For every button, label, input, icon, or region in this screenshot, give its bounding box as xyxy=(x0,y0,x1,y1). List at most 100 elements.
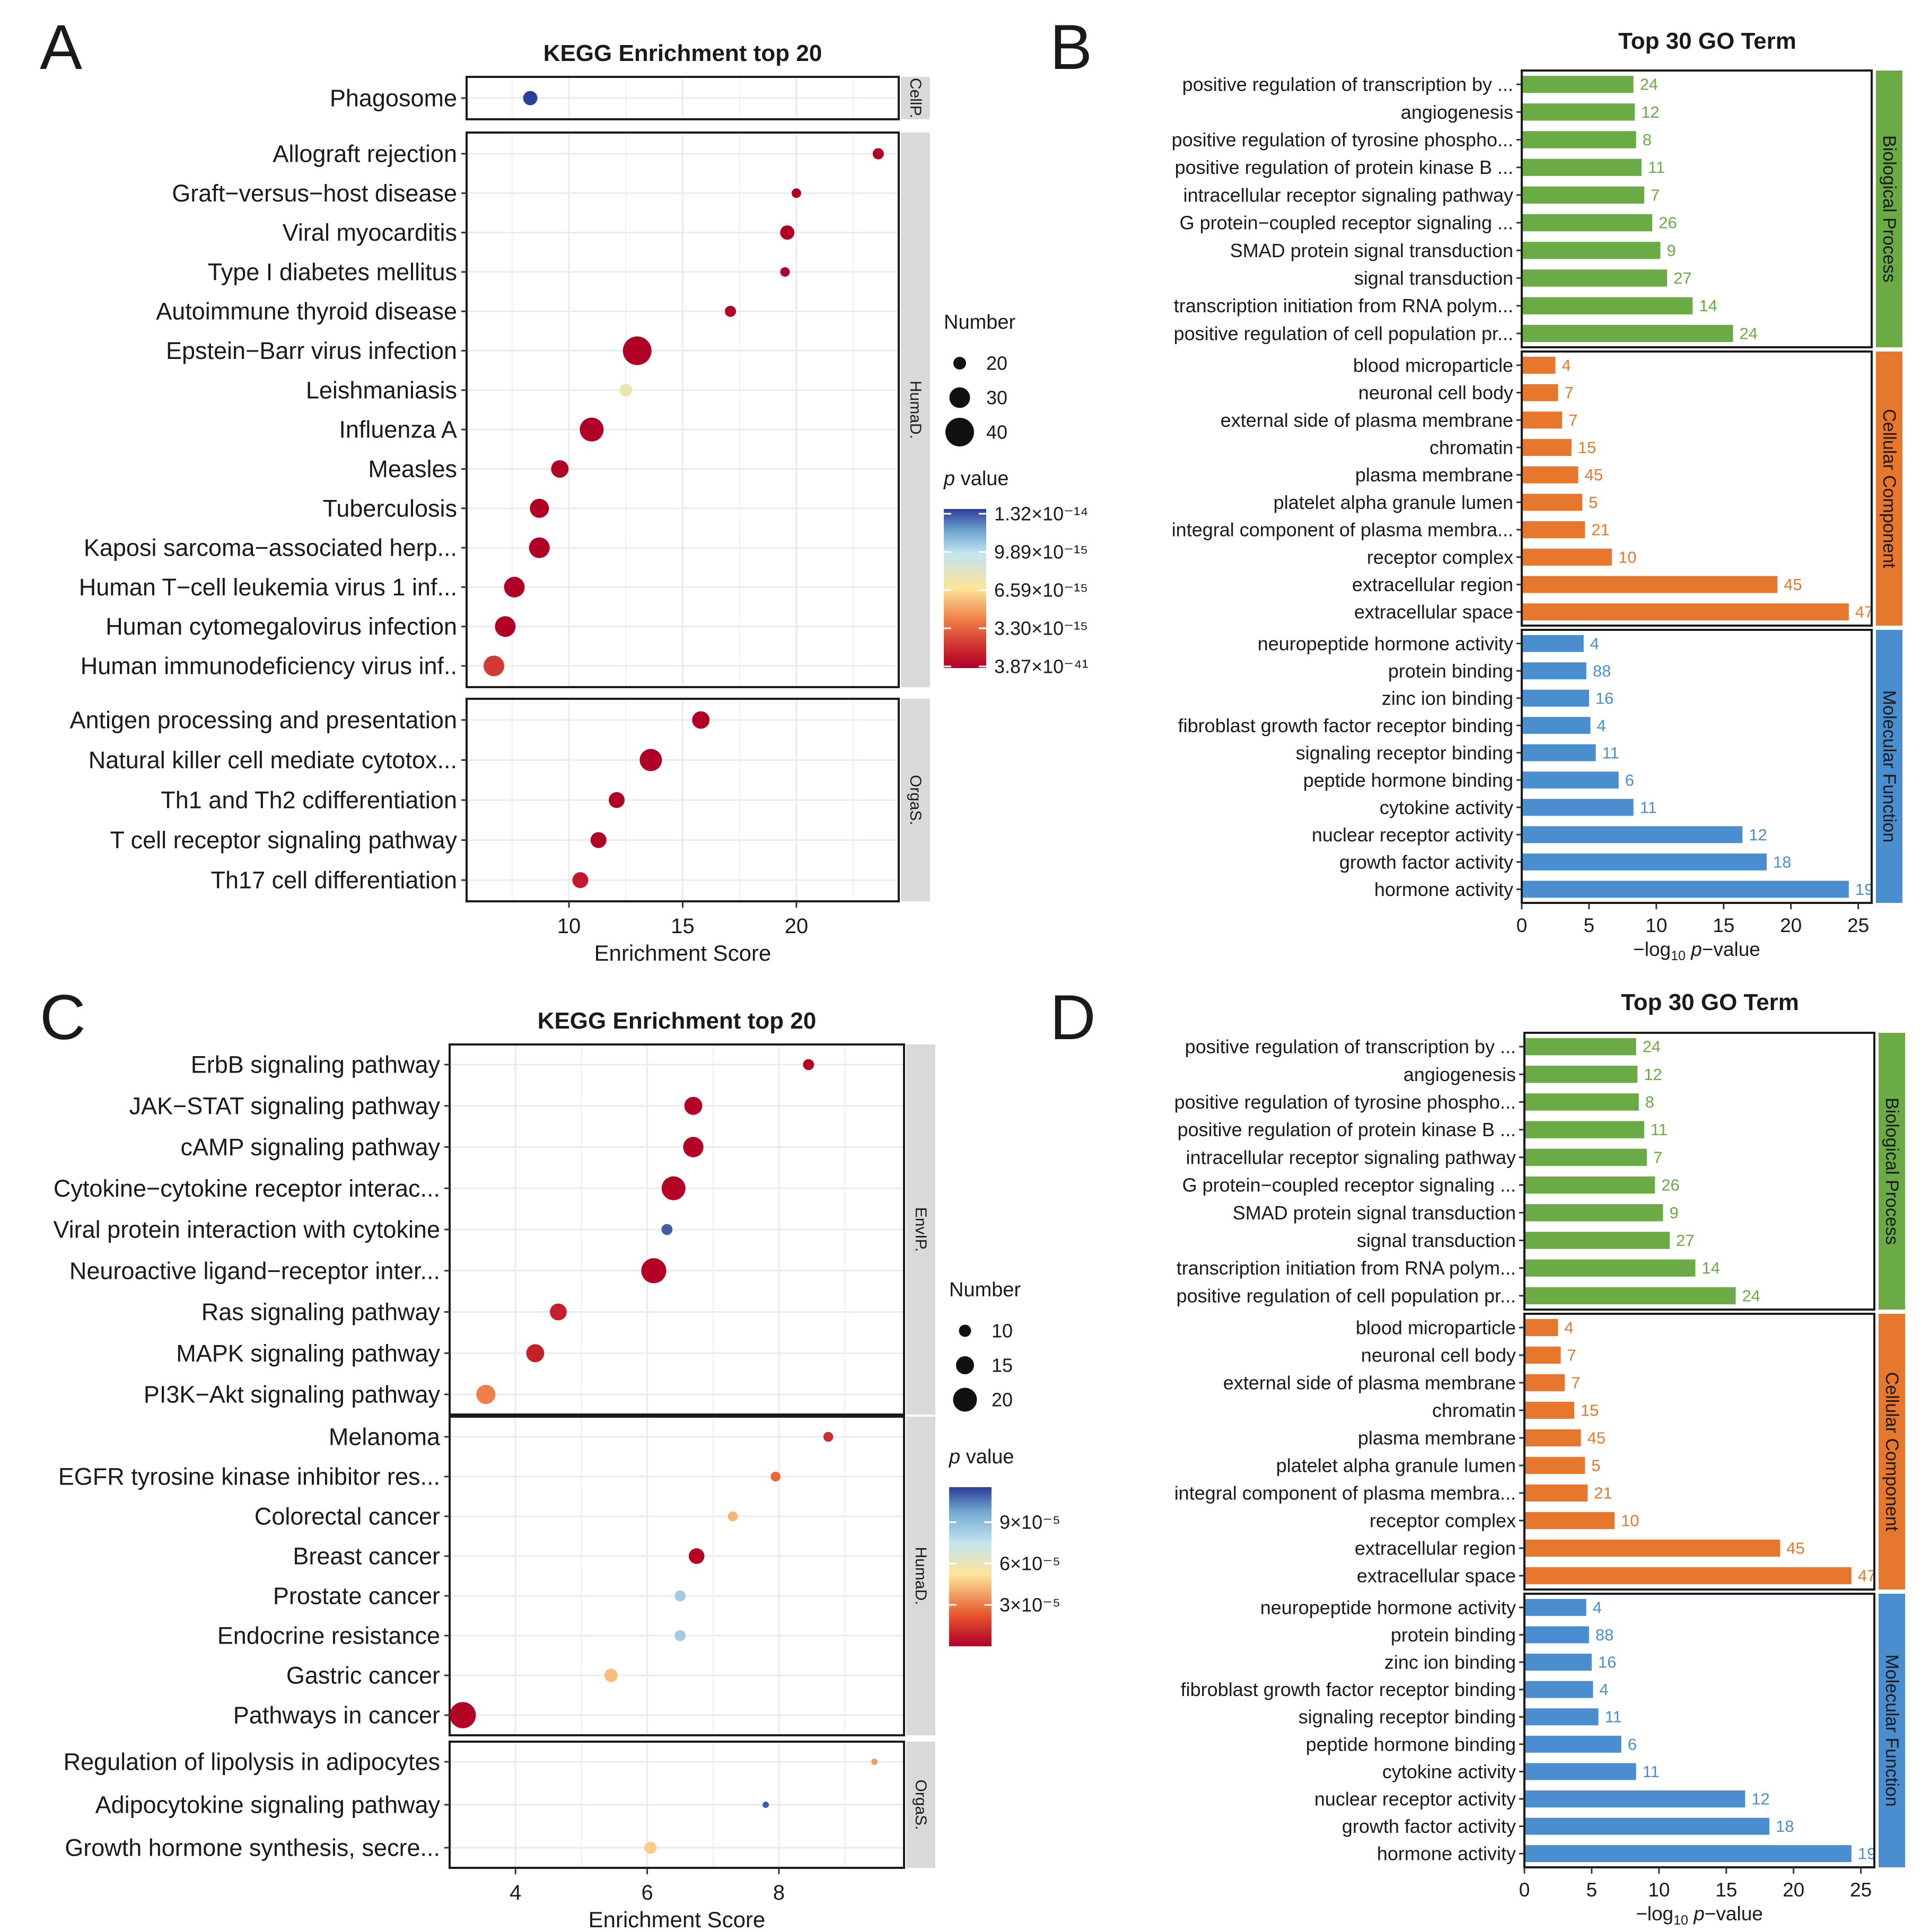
term-label-human-t-cell-leukemia-virus-1-inf: Human T−cell leukemia virus 1 inf... xyxy=(79,574,457,601)
count-label: 6 xyxy=(1625,771,1634,789)
bar-peptide-hormone-binding xyxy=(1522,771,1619,789)
x-axis-title: −log10 p−value xyxy=(1636,1903,1763,1928)
count-label: 7 xyxy=(1565,383,1574,402)
x-tick-label: 15 xyxy=(671,915,695,938)
count-label: 7 xyxy=(1651,186,1660,204)
count-label: 6 xyxy=(1628,1735,1637,1753)
term-label-peptide-hormone-binding: peptide hormone binding xyxy=(1306,1733,1516,1755)
point-tuberculosis xyxy=(530,498,549,518)
go-chart-d: Top 30 GO Term 24 positive regulation of t… xyxy=(1174,989,1905,1928)
term-label-angiogenesis: angiogenesis xyxy=(1401,101,1513,123)
point-viral-protein-interaction-with-cytokine xyxy=(661,1224,673,1235)
facet-orgas: OrgaS. Antigen processing and presentatio… xyxy=(69,698,930,902)
x-tick-label: 20 xyxy=(1780,915,1802,936)
term-label-nuclear-receptor-activity: nuclear receptor activity xyxy=(1312,824,1513,846)
panel-label-a: A xyxy=(40,12,82,83)
count-label: 45 xyxy=(1587,1429,1606,1447)
bar-positive-regulation-of-protein-kinase-b xyxy=(1522,159,1642,176)
term-label-receptor-complex: receptor complex xyxy=(1370,1510,1516,1532)
facet-strip xyxy=(906,1044,935,1415)
bar-plasma-membrane xyxy=(1522,466,1578,484)
term-label-neuronal-cell-body: neuronal cell body xyxy=(1358,382,1513,403)
term-label-angiogenesis: angiogenesis xyxy=(1404,1064,1516,1085)
group-panel-border xyxy=(1523,1032,1875,1311)
point-allograft-rejection xyxy=(872,148,884,160)
term-label-transcription-initiation-from-rna-polym: transcription initiation from RNA polym.… xyxy=(1174,295,1513,317)
facet-strip-label: OrgaS. xyxy=(907,775,924,825)
point-neuroactive-ligand-receptor-inter xyxy=(641,1258,666,1284)
term-label-autoimmune-thyroid-disease: Autoimmune thyroid disease xyxy=(156,298,457,325)
color-legend-bar xyxy=(949,1487,992,1646)
term-label-g-protein-coupled-receptor-signaling: G protein−coupled receptor signaling ... xyxy=(1182,1174,1516,1196)
group-strip-label: Biological Process xyxy=(1879,135,1899,283)
term-label-human-immunodeficiency-virus-inf: Human immunodeficiency virus inf.. xyxy=(81,653,457,680)
group-strip-label: Cellular Component xyxy=(1882,1372,1902,1532)
chart-title: KEGG Enrichment top 20 xyxy=(543,40,822,66)
group-panel-border xyxy=(1523,1593,1875,1868)
term-label-plasma-membrane: plasma membrane xyxy=(1355,464,1513,486)
count-label: 88 xyxy=(1593,662,1611,680)
term-label-growth-hormone-synthesis-secre: Growth hormone synthesis, secre... xyxy=(65,1834,440,1861)
bar-receptor-complex xyxy=(1524,1512,1615,1530)
point-endocrine-resistance xyxy=(674,1630,686,1641)
point-egfr-tyrosine-kinase-inhibitor-res xyxy=(770,1471,781,1482)
bar-integral-component-of-plasma-membra xyxy=(1524,1484,1588,1502)
color-legend-label: 9×10⁻⁵ xyxy=(999,1512,1060,1533)
term-label-smad-protein-signal-transduction: SMAD protein signal transduction xyxy=(1233,1202,1516,1224)
facet-strip-label: OrgaS. xyxy=(912,1779,929,1830)
count-label: 11 xyxy=(1643,1762,1660,1781)
count-label: 9 xyxy=(1666,241,1676,260)
term-label-regulation-of-lipolysis-in-adipocytes: Regulation of lipolysis in adipocytes xyxy=(64,1749,440,1776)
x-tick-label: 10 xyxy=(557,915,581,938)
term-label-extracellular-region: extracellular region xyxy=(1352,574,1513,595)
facet-cellp: CellP. Phagosome xyxy=(330,76,930,120)
bar-fibroblast-growth-factor-receptor-binding xyxy=(1522,717,1591,734)
facet-strip-label: EnvIP. xyxy=(912,1207,929,1252)
term-label-viral-protein-interaction-with-cytokine: Viral protein interaction with cytokine xyxy=(53,1216,440,1243)
term-label-hormone-activity: hormone activity xyxy=(1377,1843,1516,1865)
color-legend-title: p value xyxy=(949,1446,1014,1468)
facet-humad: HumaD. Melanoma EGFR tyrosine kinase inhib… xyxy=(58,1416,935,1736)
bar-positive-regulation-of-cell-population-pr xyxy=(1522,324,1733,343)
x-tick-label: 15 xyxy=(1713,915,1734,936)
bar-chromatin xyxy=(1522,438,1572,456)
panel-label-d: D xyxy=(1050,982,1096,1053)
point-breast-cancer xyxy=(688,1548,705,1564)
facet-strip xyxy=(901,77,930,119)
term-label-human-cytomegalovirus-infection: Human cytomegalovirus infection xyxy=(106,613,457,640)
term-label-th1-and-th2-cdifferentiation: Th1 and Th2 cdifferentiation xyxy=(161,787,457,814)
facet-strip-label: HumaD. xyxy=(912,1547,929,1605)
term-label-signaling-receptor-binding: signaling receptor binding xyxy=(1296,742,1513,763)
point-t-cell-receptor-signaling-pathway xyxy=(590,832,607,848)
point-pathways-in-cancer xyxy=(450,1702,476,1728)
x-tick-label: 0 xyxy=(1519,1879,1530,1901)
bar-signaling-receptor-binding xyxy=(1522,744,1596,761)
x-tick-label: 20 xyxy=(1783,1879,1804,1901)
point-kaposi-sarcoma-associated-herp xyxy=(529,537,550,558)
point-antigen-processing-and-presentation xyxy=(692,711,710,729)
term-label-natural-killer-cell-mediate-cytotox: Natural killer cell mediate cytotox... xyxy=(89,747,457,774)
color-legend-bar xyxy=(944,509,986,668)
color-legend-title: p value xyxy=(943,468,1009,490)
term-label-camp-signaling-pathway: cAMP signaling pathway xyxy=(181,1134,441,1161)
group-strip xyxy=(1876,352,1902,626)
bar-cytokine-activity xyxy=(1522,798,1634,816)
color-legend-label: 3×10⁻⁵ xyxy=(999,1594,1060,1616)
term-label-fibroblast-growth-factor-receptor-binding: fibroblast growth factor receptor bindin… xyxy=(1181,1679,1516,1700)
count-label: 7 xyxy=(1653,1148,1662,1166)
term-label-external-side-of-plasma-membrane: external side of plasma membrane xyxy=(1223,1372,1516,1394)
color-legend-label: 1.32×10⁻¹⁴ xyxy=(994,503,1089,525)
group-cellular-component: 4 blood microparticle 7 neuronal cell body 7… xyxy=(1172,350,1902,627)
bar-protein-binding xyxy=(1522,662,1586,680)
panel-label-b: B xyxy=(1050,12,1092,83)
term-label-positive-regulation-of-cell-population-pr: positive regulation of cell population p… xyxy=(1177,1285,1516,1306)
x-axis-title: Enrichment Score xyxy=(589,1907,766,1932)
group-strip-label: Biological Process xyxy=(1882,1097,1902,1245)
bar-extracellular-space xyxy=(1522,603,1849,621)
term-label-positive-regulation-of-tyrosine-phospho: positive regulation of tyrosine phospho.… xyxy=(1174,1091,1516,1113)
point-gastric-cancer xyxy=(604,1668,618,1682)
bar-smad-protein-signal-transduction xyxy=(1524,1204,1663,1222)
color-legend-label: 6.59×10⁻¹⁵ xyxy=(994,579,1088,601)
bar-platelet-alpha-granule-lumen xyxy=(1522,494,1583,511)
x-tick-label: 25 xyxy=(1850,1879,1872,1901)
